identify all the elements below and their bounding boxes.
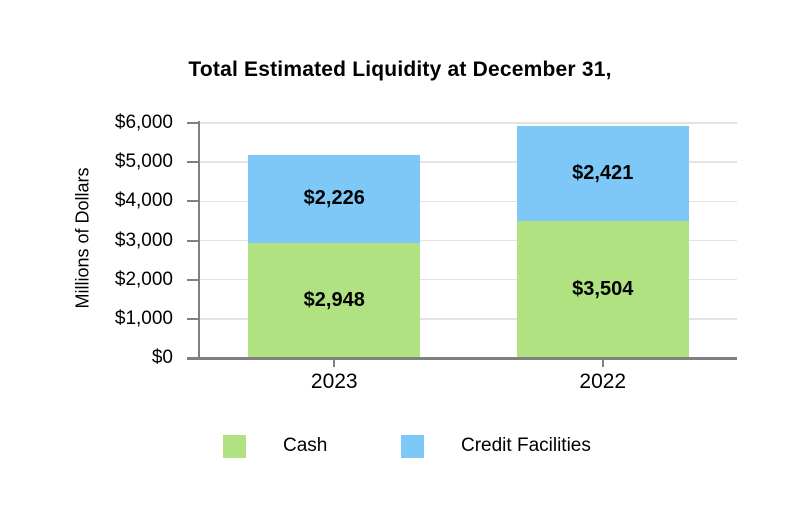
gridline [200, 122, 737, 124]
gridline [200, 278, 737, 281]
bar-segment-credit-facilities: $2,421 [516, 125, 689, 221]
bar-value-label: $2,421 [572, 161, 634, 184]
bar-value-label: $2,226 [303, 187, 365, 210]
y-tick-label: $2,000 [114, 268, 173, 290]
x-axis-line [187, 357, 737, 360]
y-tick [187, 239, 198, 242]
legend-swatch-credit-facilities-icon [401, 434, 424, 458]
gridline [200, 161, 737, 163]
x-tick [601, 357, 604, 367]
gridline [200, 200, 737, 203]
bar-segment-cash: $3,504 [516, 220, 689, 358]
gridline [200, 318, 737, 320]
bar-segment-cash: $2,948 [248, 242, 421, 358]
x-tick [333, 357, 336, 367]
y-tick [187, 278, 198, 281]
y-axis-line [198, 121, 200, 359]
x-tick-label: 2022 [579, 370, 627, 393]
bar-value-label: $3,504 [572, 277, 634, 300]
y-tick-label: $1,000 [114, 307, 173, 329]
y-tick [187, 122, 198, 124]
y-tick-label: $3,000 [114, 229, 173, 251]
bar-segment-credit-facilities: $2,226 [248, 155, 421, 243]
gridline [200, 239, 737, 242]
y-tick [187, 200, 198, 203]
bar-value-label: $2,948 [303, 288, 365, 311]
legend-label-credit-facilities: Credit Facilities [461, 435, 591, 456]
y-tick-label: $0 [151, 347, 173, 368]
legend-item-credit-facilities: Credit Facilities [401, 434, 591, 458]
y-tick-label: $4,000 [114, 190, 173, 212]
legend-swatch-cash-icon [223, 434, 246, 458]
x-tick-label: 2023 [310, 370, 358, 393]
legend-label-cash: Cash [283, 435, 328, 456]
chart-title: Total Estimated Liquidity at December 31… [188, 58, 612, 81]
y-tick [187, 161, 198, 164]
y-tick-label: $6,000 [114, 112, 173, 133]
y-tick [187, 317, 198, 320]
y-tick-label: $5,000 [114, 151, 173, 173]
legend-item-cash: Cash [223, 434, 327, 458]
